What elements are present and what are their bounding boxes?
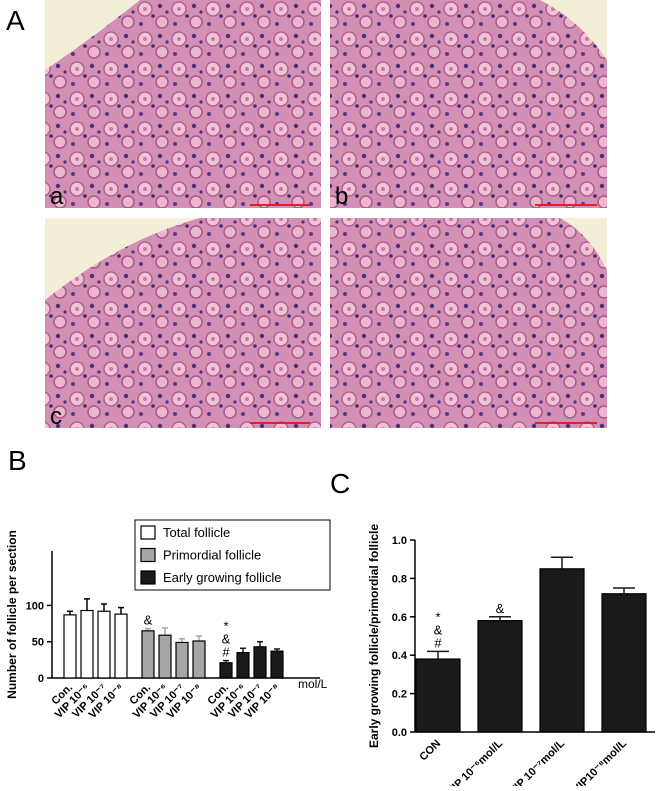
micrograph <box>330 218 607 428</box>
bar <box>114 613 128 679</box>
bar <box>415 658 461 733</box>
x-tick-label: CON <box>417 738 443 764</box>
bar <box>175 641 189 679</box>
bar <box>192 640 206 679</box>
bar <box>80 609 94 679</box>
y-axis-label: Early growing follicle/primordial follic… <box>367 524 381 748</box>
bar <box>601 593 647 733</box>
x-tick-label: VIP 10⁻⁷mol/L <box>507 737 567 786</box>
background <box>45 0 140 70</box>
y-tick-label: 0 <box>38 673 44 685</box>
bar <box>270 650 284 679</box>
legend-swatch <box>140 525 156 540</box>
image-label: b <box>335 183 348 210</box>
bar <box>97 610 111 679</box>
y-tick-label: 0.2 <box>392 689 407 701</box>
y-tick-label: 0.6 <box>392 612 407 624</box>
annotation: * <box>435 609 440 624</box>
annotation: & <box>144 613 153 628</box>
legend-label: Primordial follicle <box>163 548 261 563</box>
annotation: & <box>434 622 443 637</box>
legend-swatch <box>140 570 156 585</box>
annotation: # <box>434 635 442 650</box>
legend-swatch <box>140 547 156 563</box>
bar <box>539 568 585 733</box>
y-tick-label: 1.0 <box>392 535 407 547</box>
x-tick-label: VIP10⁻⁸mol/L <box>571 737 629 786</box>
micrograph <box>330 0 607 208</box>
y-tick-label: 0.0 <box>392 727 407 739</box>
panel-label: A <box>6 5 25 36</box>
y-tick-label: 0.8 <box>392 573 407 585</box>
image-label: c <box>50 403 62 430</box>
legend-label: Total follicle <box>163 525 230 540</box>
panel-label: C <box>330 468 350 499</box>
y-tick-label: 50 <box>32 637 44 649</box>
legend-label: Early growing follicle <box>163 570 282 585</box>
panel-a: A a b c <box>6 0 607 430</box>
bar <box>477 620 523 733</box>
image-label: a <box>50 183 64 210</box>
bar <box>158 634 172 679</box>
bar <box>219 662 233 679</box>
y-axis-label: Number of follicle per section <box>5 530 19 699</box>
bar <box>253 646 267 679</box>
y-tick-label: 0.4 <box>392 650 408 662</box>
annotation: * <box>223 619 228 634</box>
background <box>45 218 200 300</box>
y-tick-label: 100 <box>26 600 44 612</box>
annotation: # <box>222 645 230 660</box>
legend-box <box>134 519 331 591</box>
annotation: & <box>222 632 231 647</box>
annotation: & <box>496 601 505 616</box>
unit-label: mol/L <box>298 677 328 691</box>
panel-label: B <box>8 445 27 476</box>
background <box>540 0 607 60</box>
x-tick-label: VIP 10⁻⁶mol/L <box>445 737 505 786</box>
bar <box>236 651 250 679</box>
bar <box>63 614 77 679</box>
background <box>560 218 607 270</box>
bar <box>141 630 155 679</box>
